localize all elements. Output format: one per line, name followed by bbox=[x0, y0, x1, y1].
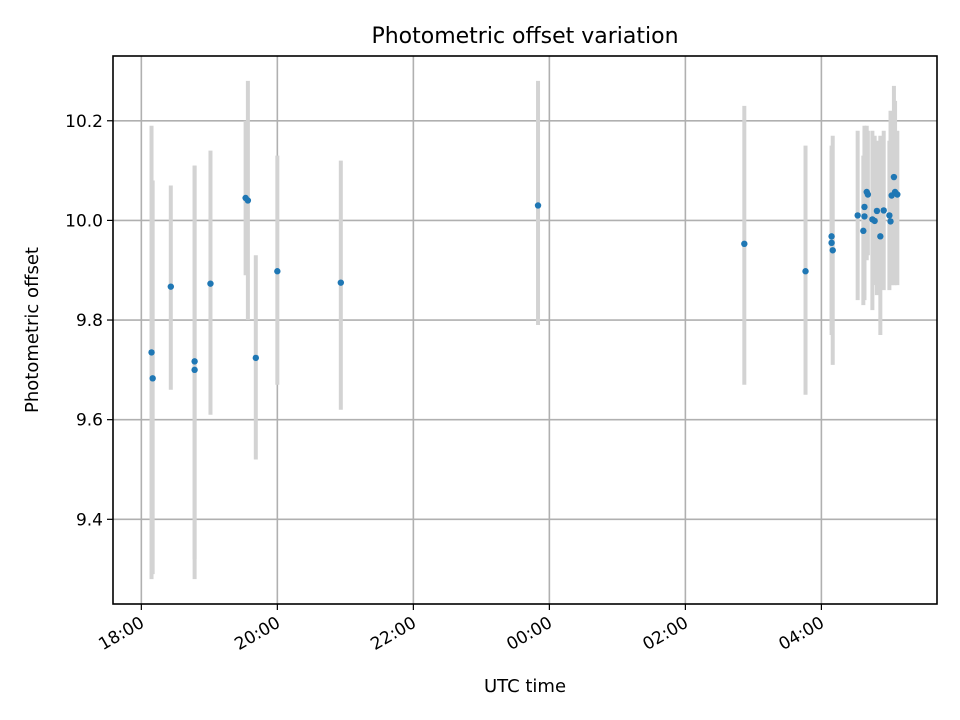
y-tick-label: 9.8 bbox=[76, 311, 103, 331]
data-point bbox=[274, 268, 281, 275]
data-point bbox=[886, 212, 893, 219]
data-point bbox=[252, 354, 260, 362]
grid bbox=[113, 56, 937, 604]
data-point bbox=[207, 280, 214, 287]
data-point bbox=[860, 227, 867, 235]
y-tick-label: 10.0 bbox=[65, 211, 103, 231]
data-point bbox=[337, 279, 345, 286]
y-tick-label: 9.6 bbox=[76, 411, 103, 431]
data-points bbox=[148, 173, 901, 382]
data-point bbox=[191, 358, 198, 365]
data-point bbox=[828, 233, 835, 240]
data-point bbox=[861, 213, 868, 220]
data-point bbox=[148, 349, 155, 356]
data-point bbox=[534, 202, 542, 209]
data-point bbox=[871, 217, 878, 225]
data-point bbox=[802, 268, 809, 275]
data-point bbox=[864, 191, 872, 198]
data-point bbox=[244, 197, 252, 204]
data-point bbox=[877, 233, 884, 240]
data-point bbox=[873, 207, 881, 215]
data-point bbox=[741, 240, 748, 248]
data-point bbox=[191, 366, 198, 374]
data-point bbox=[854, 212, 861, 219]
data-point bbox=[887, 218, 894, 225]
chart-title: Photometric offset variation bbox=[371, 24, 678, 49]
data-point bbox=[890, 173, 898, 181]
y-axis-label: Photometric offset bbox=[22, 247, 43, 413]
axis-ticks: 18:00 20:00 22:00 00:00 02:00 04:009.49.69.81… bbox=[65, 112, 828, 655]
data-point bbox=[880, 207, 887, 214]
data-point bbox=[167, 283, 175, 290]
data-point bbox=[828, 239, 835, 247]
data-point bbox=[861, 203, 868, 211]
x-axis-label: UTC time bbox=[484, 676, 566, 697]
plot-frame bbox=[112, 55, 938, 605]
data-point bbox=[149, 375, 156, 382]
y-tick-label: 9.4 bbox=[76, 510, 103, 530]
data-point bbox=[829, 247, 836, 254]
y-tick-label: 10.2 bbox=[65, 112, 103, 132]
data-point bbox=[894, 191, 901, 198]
